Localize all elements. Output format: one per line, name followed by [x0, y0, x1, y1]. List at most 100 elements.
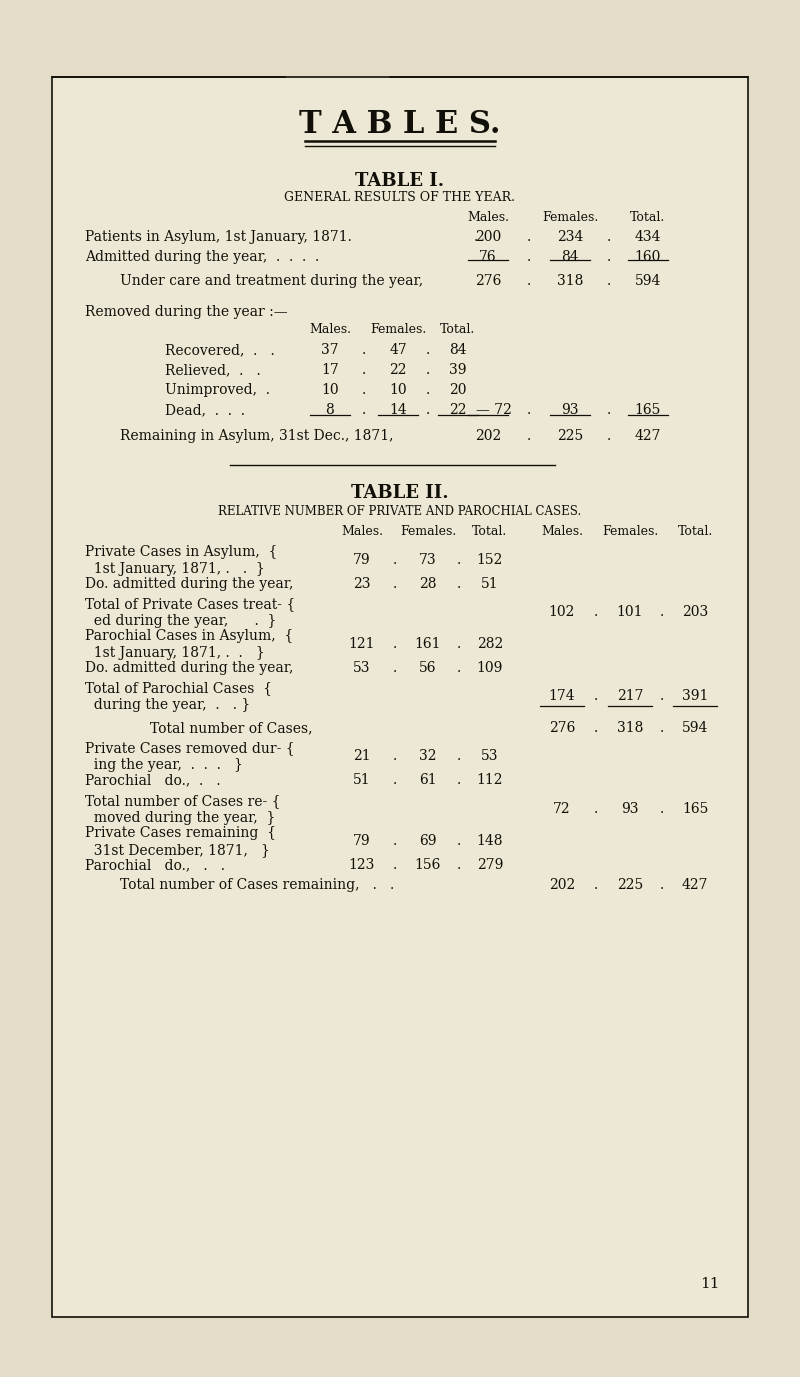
Text: Remaining in Asylum, 31st Dec., 1871,: Remaining in Asylum, 31st Dec., 1871,	[120, 430, 394, 443]
Text: 434: 434	[634, 230, 662, 244]
Text: .: .	[527, 274, 531, 288]
Text: 1st January, 1871, .   .  }: 1st January, 1871, . . }	[85, 562, 265, 576]
Text: 427: 427	[682, 879, 708, 892]
Text: .: .	[474, 230, 478, 244]
Text: .: .	[527, 430, 531, 443]
Text: .: .	[393, 858, 397, 872]
Text: .: .	[426, 364, 430, 377]
Text: .: .	[527, 403, 531, 417]
Text: .: .	[457, 577, 461, 591]
Text: Males.: Males.	[541, 525, 583, 538]
Text: Removed during the year :—: Removed during the year :—	[85, 304, 288, 319]
Text: .: .	[426, 403, 430, 417]
Text: .: .	[393, 554, 397, 567]
Text: .: .	[607, 403, 611, 417]
Text: 73: 73	[419, 554, 437, 567]
Text: 84: 84	[449, 343, 467, 357]
Text: 37: 37	[321, 343, 339, 357]
Text: 112: 112	[477, 772, 503, 788]
Text: 202: 202	[549, 879, 575, 892]
Text: ing the year,  .  .  .   }: ing the year, . . . }	[85, 757, 243, 772]
Text: 28: 28	[419, 577, 437, 591]
Text: 156: 156	[415, 858, 441, 872]
Text: 17: 17	[321, 364, 339, 377]
Text: 8: 8	[326, 403, 334, 417]
Text: 152: 152	[477, 554, 503, 567]
Text: Parochial Cases in Asylum,  {: Parochial Cases in Asylum, {	[85, 629, 294, 643]
Text: 276: 276	[549, 722, 575, 735]
Text: 56: 56	[419, 661, 437, 675]
Text: 234: 234	[557, 230, 583, 244]
Text: Unimproved,  .: Unimproved, .	[165, 383, 270, 397]
Text: Private Cases remaining  {: Private Cases remaining {	[85, 826, 276, 840]
Text: 10: 10	[389, 383, 407, 397]
Text: Females.: Females.	[400, 525, 456, 538]
Text: .: .	[393, 749, 397, 763]
Text: .: .	[393, 772, 397, 788]
Text: Under care and treatment during the year,: Under care and treatment during the year…	[120, 274, 423, 288]
Text: 20: 20	[450, 383, 466, 397]
Text: .: .	[527, 251, 531, 264]
Text: Females.: Females.	[542, 211, 598, 224]
Text: 202: 202	[475, 430, 501, 443]
Text: 53: 53	[482, 749, 498, 763]
Text: 76: 76	[479, 251, 497, 264]
Text: 160: 160	[635, 251, 661, 264]
Text: .: .	[594, 605, 598, 620]
Text: 282: 282	[477, 638, 503, 651]
Text: .: .	[457, 638, 461, 651]
Text: during the year,  .   . }: during the year, . . }	[85, 698, 250, 712]
Text: TABLE I.: TABLE I.	[355, 172, 445, 190]
Text: 47: 47	[389, 343, 407, 357]
Text: 217: 217	[617, 688, 643, 704]
Text: 22: 22	[450, 403, 466, 417]
Text: .: .	[457, 661, 461, 675]
Text: .: .	[594, 722, 598, 735]
Text: 318: 318	[557, 274, 583, 288]
Text: 69: 69	[419, 834, 437, 848]
Text: Females.: Females.	[602, 525, 658, 538]
Text: 53: 53	[354, 661, 370, 675]
Text: 594: 594	[635, 274, 661, 288]
Text: 79: 79	[353, 554, 371, 567]
Text: 51: 51	[353, 772, 371, 788]
Text: Recovered,  .   .: Recovered, . .	[165, 343, 274, 357]
Text: 79: 79	[353, 834, 371, 848]
Text: 84: 84	[561, 251, 579, 264]
Text: 22: 22	[390, 364, 406, 377]
Text: 11: 11	[700, 1276, 720, 1292]
Text: Parochial   do.,  .   .: Parochial do., . .	[85, 772, 221, 788]
Text: .: .	[457, 858, 461, 872]
Text: .: .	[607, 230, 611, 244]
Text: T A B L E S.: T A B L E S.	[299, 109, 501, 140]
Text: .: .	[660, 605, 664, 620]
Text: Males.: Males.	[309, 324, 351, 336]
Text: Females.: Females.	[370, 324, 426, 336]
Text: 14: 14	[389, 403, 407, 417]
Text: Total number of Cases,: Total number of Cases,	[150, 722, 313, 735]
Text: .: .	[607, 274, 611, 288]
Text: .: .	[393, 661, 397, 675]
Text: Relieved,  .   .: Relieved, . .	[165, 364, 261, 377]
Text: Total number of Cases re- {: Total number of Cases re- {	[85, 795, 281, 808]
Text: 1st January, 1871, .  .   }: 1st January, 1871, . . }	[85, 646, 265, 660]
Text: 203: 203	[682, 605, 708, 620]
Text: 276: 276	[475, 274, 501, 288]
Text: 61: 61	[419, 772, 437, 788]
Text: .: .	[457, 749, 461, 763]
Text: .: .	[362, 343, 366, 357]
Text: 93: 93	[562, 403, 578, 417]
Text: 102: 102	[549, 605, 575, 620]
Text: moved during the year,  }: moved during the year, }	[85, 811, 275, 825]
Text: 165: 165	[635, 403, 661, 417]
Text: 51: 51	[481, 577, 499, 591]
Text: .: .	[457, 772, 461, 788]
Text: .: .	[660, 688, 664, 704]
Bar	[52, 77, 748, 1316]
Text: Patients in Asylum, 1st January, 1871.: Patients in Asylum, 1st January, 1871.	[85, 230, 352, 244]
Text: 225: 225	[557, 430, 583, 443]
Text: Total.: Total.	[472, 525, 508, 538]
Text: .: .	[594, 688, 598, 704]
Text: TABLE II.: TABLE II.	[351, 483, 449, 503]
Text: 101: 101	[617, 605, 643, 620]
